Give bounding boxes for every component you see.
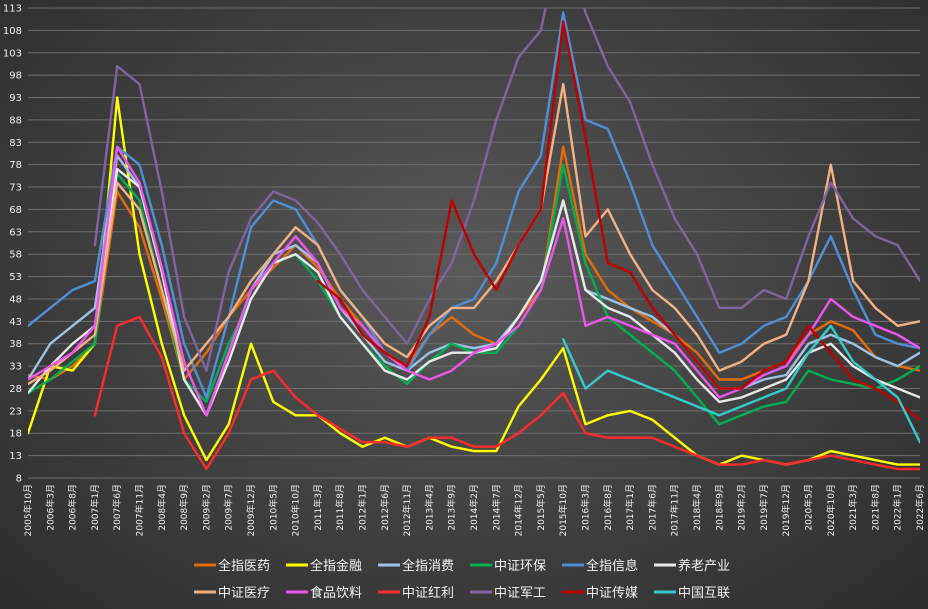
- legend-label: 中证传媒: [586, 586, 638, 601]
- x-tick-label: 2014年7月: [490, 484, 502, 531]
- x-axis-ticks: 2005年10月 2006年3月 2006年8月 2007年1月 2007年6月 2007…: [22, 484, 926, 536]
- x-tick-label: 2022年6月: [914, 484, 926, 531]
- series-line-4: [28, 11, 920, 399]
- y-tick-label: 8: [16, 474, 22, 485]
- y-tick-label: 28: [9, 384, 22, 395]
- x-tick-label: 2012年6月: [379, 484, 391, 531]
- x-tick-label: 2022年1月: [892, 484, 904, 531]
- y-tick-label: 53: [9, 272, 22, 283]
- x-tick-label: 2020年5月: [803, 484, 815, 531]
- y-tick-label: 88: [9, 115, 22, 126]
- x-tick-label: 2016年8月: [602, 484, 614, 531]
- gridlines: [28, 7, 920, 479]
- x-tick-label: 2015年10月: [557, 484, 569, 536]
- legend-label: 食品饮料: [310, 585, 362, 601]
- y-tick-label: 63: [9, 227, 22, 238]
- series-line-1: [28, 96, 920, 466]
- y-tick-label: 33: [9, 362, 22, 373]
- x-tick-label: 2017年6月: [646, 484, 658, 531]
- x-tick-label: 2021年3月: [847, 484, 859, 531]
- x-tick-label: 2019年7月: [758, 484, 770, 531]
- legend-label: 中证红利: [402, 585, 454, 601]
- series-line-8: [93, 315, 920, 471]
- x-tick-label: 2007年1月: [89, 484, 101, 531]
- x-tick-label: 2005年10月: [22, 484, 34, 536]
- y-tick-label: 23: [9, 406, 22, 417]
- x-tick-label: 2009年2月: [200, 484, 212, 531]
- x-tick-label: 2007年11月: [134, 484, 146, 536]
- y-tick-label: 18: [9, 429, 22, 440]
- x-tick-label: 2018年9月: [713, 484, 725, 531]
- x-tick-label: 2006年3月: [44, 484, 56, 531]
- plot-area: [28, 8, 920, 471]
- x-tick-label: 2010年10月: [290, 484, 302, 536]
- y-tick-label: 93: [9, 93, 22, 104]
- series-line-6: [28, 82, 920, 386]
- y-tick-label: 13: [9, 451, 22, 462]
- legend-label: 养老产业: [678, 558, 730, 574]
- y-tick-label: 58: [9, 250, 22, 261]
- x-tick-label: 2016年3月: [580, 484, 592, 531]
- legend-label: 全指信息: [586, 558, 638, 574]
- x-tick-label: 2009年7月: [223, 484, 235, 531]
- x-tick-label: 2009年12月: [245, 484, 257, 536]
- legend-label: 中国互联: [678, 586, 730, 601]
- x-tick-label: 2020年10月: [825, 484, 837, 536]
- x-tick-label: 2017年11月: [669, 484, 681, 536]
- y-axis-ticks: 8 13 18 23 28 33 38 43 48 53 58 63 68 73 78 83 88 93 98 103…: [3, 4, 22, 485]
- x-tick-label: 2008年9月: [178, 484, 190, 531]
- series-line-11: [562, 324, 920, 444]
- legend-label: 全指医药: [218, 558, 270, 574]
- y-tick-label: 78: [9, 160, 22, 171]
- legend-label: 中证军工: [494, 586, 546, 601]
- legend-label: 全指消费: [402, 558, 454, 574]
- legend-label: 中证医疗: [218, 586, 270, 601]
- series-line-9: [93, 8, 920, 372]
- x-tick-label: 2013年9月: [446, 484, 458, 531]
- x-tick-label: 2019年12月: [780, 484, 792, 536]
- y-tick-label: 113: [3, 4, 22, 15]
- x-tick-label: 2015年5月: [535, 484, 547, 531]
- legend-label: 全指金融: [310, 558, 362, 574]
- y-tick-label: 43: [9, 317, 22, 328]
- x-tick-label: 2014年12月: [513, 484, 525, 536]
- x-tick-label: 2017年1月: [624, 484, 636, 531]
- y-tick-label: 108: [3, 26, 22, 37]
- x-tick-label: 2021年8月: [869, 484, 881, 531]
- x-tick-label: 2018年4月: [691, 484, 703, 531]
- x-tick-label: 2011年3月: [312, 484, 324, 531]
- x-tick-label: 2014年2月: [468, 484, 480, 531]
- y-tick-label: 48: [9, 294, 22, 305]
- y-tick-label: 103: [3, 48, 22, 59]
- y-tick-label: 68: [9, 205, 22, 216]
- series-line-10: [316, 20, 920, 421]
- x-tick-label: 2019年2月: [736, 484, 748, 531]
- y-tick-label: 38: [9, 339, 22, 350]
- x-tick-label: 2007年6月: [111, 484, 123, 531]
- x-tick-label: 2008年4月: [156, 484, 168, 531]
- y-tick-label: 98: [9, 71, 22, 82]
- x-tick-label: 2006年8月: [67, 484, 79, 531]
- x-tick-label: 2012年11月: [401, 484, 413, 536]
- series-line-7: [28, 145, 920, 417]
- x-tick-label: 2010年5月: [267, 484, 279, 531]
- y-tick-label: 73: [9, 183, 22, 194]
- x-tick-label: 2013年4月: [423, 484, 435, 531]
- x-tick-label: 2011年8月: [334, 484, 346, 531]
- x-tick-label: 2012年1月: [357, 484, 369, 531]
- y-tick-label: 83: [9, 138, 22, 149]
- legend-label: 中证环保: [494, 559, 546, 574]
